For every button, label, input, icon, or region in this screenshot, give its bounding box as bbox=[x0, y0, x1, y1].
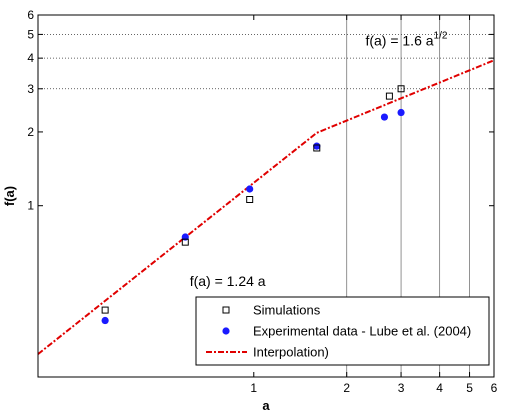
legend: Simulations Experimental data - Lube et … bbox=[195, 296, 490, 366]
y-axis-label: f(a) bbox=[2, 186, 17, 206]
legend-interpolation-label: Interpolation) bbox=[253, 345, 329, 360]
tick-layer: 1 2 3 4 5 6 1 2 3 4 5 6 bbox=[27, 8, 497, 395]
experimental-point bbox=[397, 108, 405, 117]
experimental-point bbox=[246, 185, 254, 193]
annotation-sqrt-exponent: 1/2 bbox=[434, 31, 448, 42]
experimental-point bbox=[101, 316, 109, 325]
y-tick-label: 3 bbox=[27, 82, 34, 96]
series-layer bbox=[37, 59, 495, 355]
simulation-point bbox=[101, 306, 109, 314]
plot-frame bbox=[37, 14, 495, 378]
y-tick-label: 6 bbox=[27, 8, 34, 22]
x-tick-label: 3 bbox=[398, 381, 405, 395]
y-tick-label: 1 bbox=[27, 199, 34, 213]
legend-experimental-marker bbox=[222, 327, 230, 335]
simulation-point bbox=[397, 85, 405, 93]
interpolation-line bbox=[37, 59, 495, 355]
annotation-sqrt-fit: f(a) = 1.6 a1/2 bbox=[365, 31, 447, 49]
simulation-point bbox=[246, 196, 254, 204]
experimental-point bbox=[380, 113, 389, 121]
y-tick-label: 4 bbox=[27, 51, 34, 65]
simulation-point bbox=[181, 238, 189, 246]
x-tick-label: 4 bbox=[436, 381, 443, 395]
x-tick-label: 6 bbox=[491, 381, 498, 395]
x-axis-label: a bbox=[262, 398, 270, 413]
legend-simulations-marker bbox=[222, 306, 230, 314]
grid-layer bbox=[38, 15, 494, 377]
simulation-point bbox=[385, 92, 393, 100]
legend-box bbox=[195, 296, 490, 366]
legend-simulations-label: Simulations bbox=[253, 303, 321, 318]
x-tick-label: 5 bbox=[466, 381, 473, 395]
y-tick-label: 2 bbox=[27, 125, 34, 139]
x-tick-label: 1 bbox=[250, 381, 257, 395]
legend-experimental-label: Experimental data - Lube et al. (2004) bbox=[253, 324, 471, 339]
annotation-linear-fit: f(a) = 1.24 a bbox=[190, 273, 266, 289]
x-tick-label: 2 bbox=[343, 381, 350, 395]
y-tick-label: 5 bbox=[27, 27, 34, 41]
simulation-point bbox=[313, 144, 321, 152]
annotation-sqrt-base: f(a) = 1.6 a bbox=[365, 33, 433, 49]
experimental-point bbox=[313, 142, 321, 150]
